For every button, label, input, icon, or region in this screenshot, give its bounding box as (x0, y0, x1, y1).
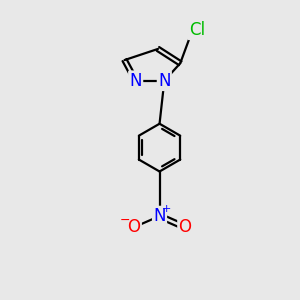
Text: N: N (153, 207, 166, 225)
Text: −: − (119, 214, 130, 227)
Text: N: N (158, 72, 171, 90)
Text: Cl: Cl (189, 21, 205, 39)
Text: +: + (162, 204, 171, 214)
Text: O: O (178, 218, 191, 236)
Text: N: N (129, 72, 142, 90)
Text: O: O (128, 218, 141, 236)
